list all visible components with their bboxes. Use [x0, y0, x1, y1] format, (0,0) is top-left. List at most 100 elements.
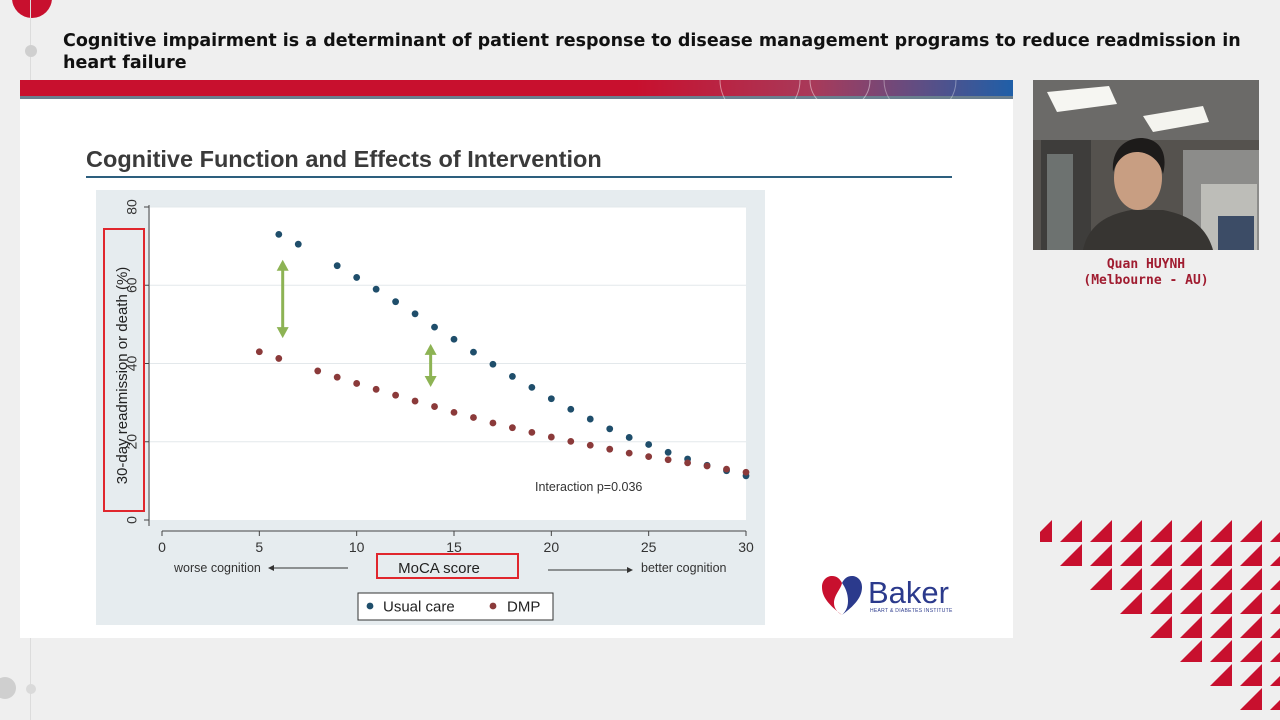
timeline-dot-small[interactable] — [26, 684, 36, 694]
decorative-triangle — [1270, 556, 1280, 566]
dmp-point — [723, 465, 730, 473]
decorative-triangle — [1090, 520, 1112, 542]
speaker-video — [1033, 80, 1259, 250]
decorative-triangle — [1210, 640, 1232, 662]
logo-word: Baker — [868, 575, 949, 610]
x-note-left: worse cognition — [173, 561, 261, 575]
gap-arrowhead-up — [276, 259, 289, 271]
dmp-point — [684, 459, 691, 467]
decorative-triangle — [1180, 568, 1202, 590]
decorative-triangle — [1240, 568, 1262, 590]
decorative-triangles — [1040, 520, 1280, 710]
slide-header-band — [20, 80, 1013, 100]
decorative-triangle — [1240, 520, 1262, 542]
x-tick-label: 0 — [158, 539, 166, 555]
dmp-point — [606, 445, 614, 453]
decorative-triangle — [1120, 520, 1142, 542]
usual-care-point — [431, 323, 438, 331]
y-tick-label: 80 — [124, 199, 140, 215]
decorative-triangle — [1180, 592, 1202, 614]
dmp-point — [547, 433, 555, 441]
decorative-triangle — [1240, 616, 1262, 638]
legend-box — [357, 592, 554, 621]
chart-annotation: Interaction p=0.036 — [535, 480, 642, 494]
usual-care-point — [372, 285, 380, 293]
gap-arrowhead-down — [276, 327, 289, 339]
dmp-point — [470, 414, 477, 421]
decorative-triangle — [1270, 580, 1280, 590]
dmp-point — [353, 380, 361, 387]
legend-marker-usual-care — [366, 602, 374, 610]
decorative-triangle — [1270, 676, 1280, 686]
dmp-point — [664, 456, 672, 464]
decorative-triangle — [1150, 568, 1172, 590]
legend-label-usual-care: Usual care — [383, 599, 455, 616]
y-axis-label: 30-day readmission or death (%) — [114, 267, 131, 485]
y-label-highlight — [103, 228, 145, 512]
decorative-triangle — [1240, 688, 1262, 710]
speaker-location: (Melbourne - AU) — [1083, 273, 1209, 288]
decorative-triangle — [1120, 568, 1142, 590]
x-tick-label: 5 — [255, 539, 263, 555]
gap-arrowhead-down — [424, 376, 437, 388]
usual-care-point — [333, 262, 341, 270]
dmp-point — [645, 453, 653, 461]
dmp-point — [431, 403, 438, 410]
decorative-triangle — [1060, 544, 1082, 566]
dmp-point — [509, 424, 516, 432]
decorative-triangle — [1120, 592, 1142, 614]
decorative-triangle — [1040, 520, 1052, 542]
dmp-point — [567, 437, 575, 445]
usual-care-point — [275, 230, 283, 238]
usual-care-point — [528, 383, 536, 391]
decorative-triangle — [1270, 628, 1280, 638]
dmp-point — [625, 449, 633, 457]
decorative-triangle — [1270, 532, 1280, 542]
decorative-triangle — [1240, 640, 1262, 662]
dmp-point — [255, 348, 263, 356]
x-axis-label: MoCA score — [398, 560, 480, 577]
legend-label-dmp: DMP — [507, 599, 540, 616]
timeline-dot-large[interactable] — [0, 677, 16, 699]
dmp-point — [742, 468, 750, 476]
x-tick-label: 25 — [641, 539, 657, 555]
usual-care-point — [489, 360, 497, 368]
decorative-triangle — [1180, 616, 1202, 638]
speaker-video-frame — [1033, 80, 1259, 250]
dmp-point — [372, 385, 380, 393]
y-tick-label: 0 — [124, 516, 140, 524]
decorative-triangle — [1210, 544, 1232, 566]
x-note-right: better cognition — [641, 561, 727, 575]
gap-arrowhead-up — [424, 343, 437, 355]
usual-care-point — [625, 434, 633, 441]
dmp-point — [392, 391, 399, 399]
decorative-triangle — [1090, 568, 1112, 590]
usual-care-point — [294, 240, 302, 248]
dmp-point — [586, 441, 594, 449]
dmp-point — [314, 367, 322, 375]
chart-panel: 0 20 40 60 80 0 5 10 15 20 25 30 30-day readmission … — [96, 190, 765, 625]
legend-marker-dmp — [489, 602, 497, 610]
usual-care-point — [664, 448, 672, 456]
presentation-slide: Cognitive Function and Effects of Interv… — [20, 80, 1013, 638]
decorative-triangle — [1180, 544, 1202, 566]
dmp-point — [489, 419, 497, 427]
decorative-triangle — [1150, 616, 1172, 638]
y-tick-label: 40 — [124, 356, 140, 372]
dmp-point — [450, 409, 458, 416]
x-tick-label: 30 — [738, 539, 754, 555]
dmp-point — [528, 428, 536, 436]
timeline-dot[interactable] — [25, 45, 37, 57]
decorative-triangle — [1270, 700, 1280, 710]
y-tick-label: 60 — [124, 277, 140, 293]
decorative-triangle — [1270, 652, 1280, 662]
usual-care-point — [411, 310, 419, 318]
baker-logo: Baker HEART & DIABETES INSTITUTE — [820, 575, 952, 620]
x-label-highlight — [376, 553, 519, 579]
decorative-triangle — [1210, 592, 1232, 614]
x-note-right-arrowhead — [627, 567, 633, 573]
decorative-triangle — [1090, 544, 1112, 566]
decorative-triangle — [1150, 592, 1172, 614]
decorative-triangle — [1240, 664, 1262, 686]
dmp-point — [411, 397, 419, 405]
